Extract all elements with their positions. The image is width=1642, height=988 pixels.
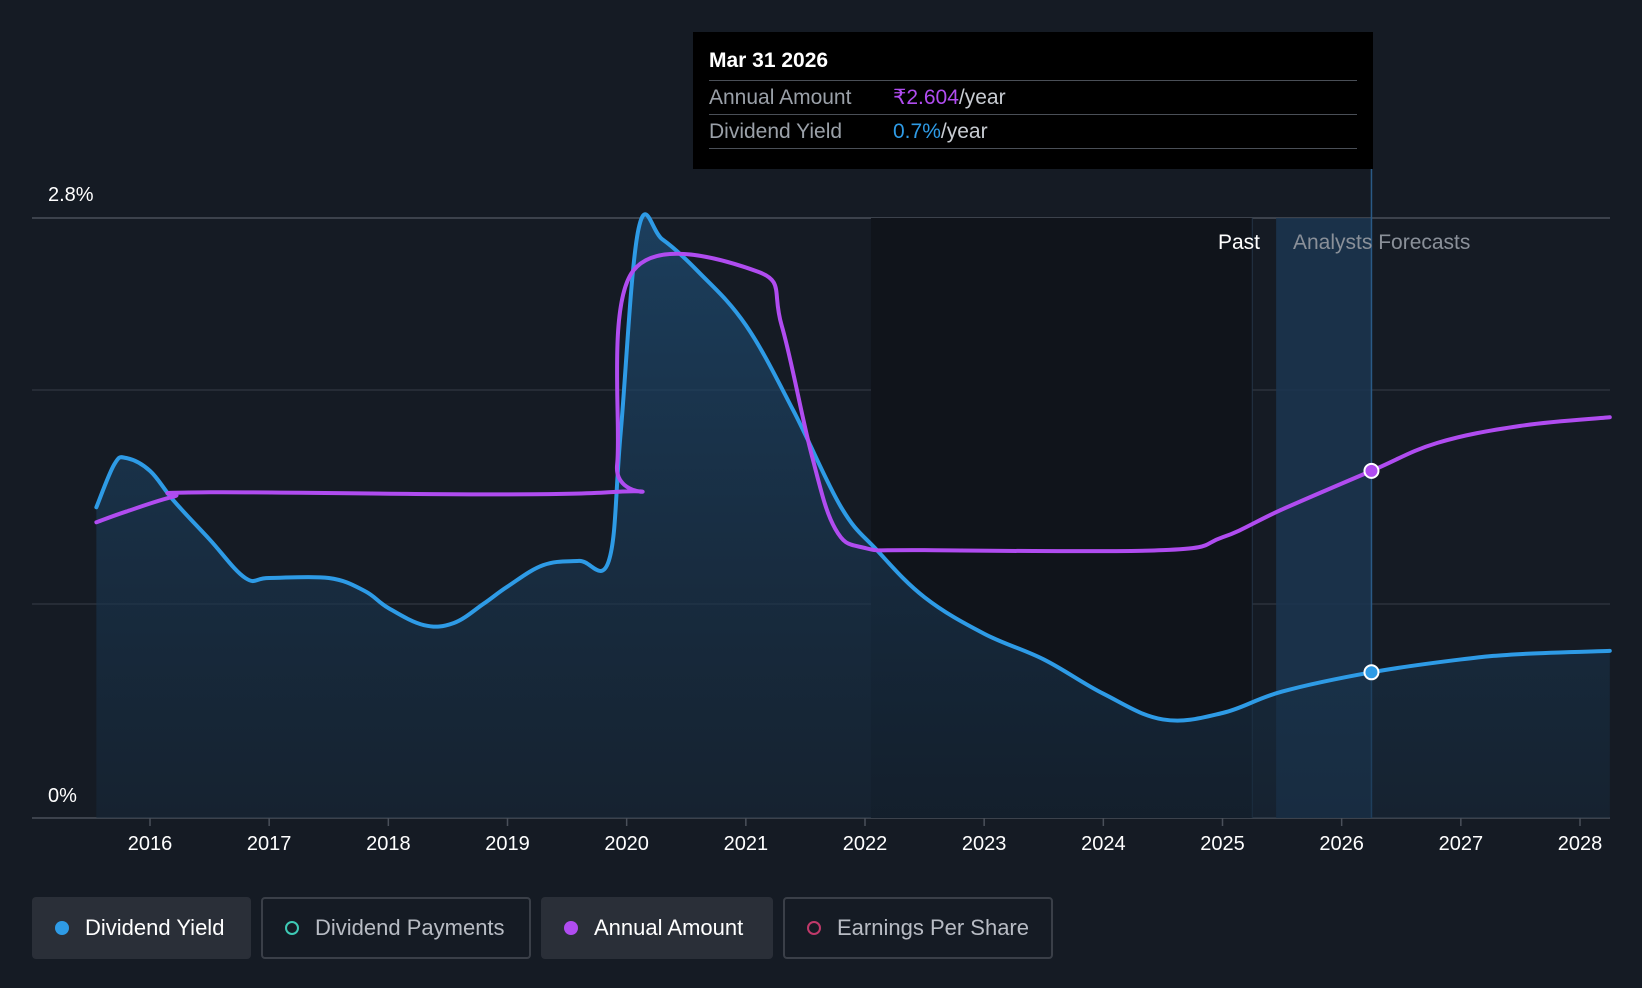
legend-label: Dividend Yield xyxy=(85,915,225,940)
annual-amount-line xyxy=(94,251,1612,554)
x-tick-label: 2023 xyxy=(962,833,1007,855)
chart-legend: Dividend Yield Dividend Payments Annual … xyxy=(32,897,1053,959)
past-region-label: Past xyxy=(1218,231,1260,254)
x-tick-label: 2027 xyxy=(1439,833,1484,855)
tooltip-row-annual-amount: Annual Amount ₹2.604 /year xyxy=(709,80,1357,114)
x-tick-label: 2022 xyxy=(843,833,888,855)
x-tick-label: 2016 xyxy=(128,833,173,855)
filled-circle-icon xyxy=(55,921,69,935)
legend-earnings-per-share-button[interactable]: Earnings Per Share xyxy=(783,897,1053,959)
area-layer xyxy=(96,214,1610,819)
tooltip-unit: /year xyxy=(958,86,1006,109)
annual-amount-marker xyxy=(1363,462,1380,479)
legend-label: Annual Amount xyxy=(594,915,744,940)
line-layer xyxy=(94,212,1612,723)
chart-tooltip: Mar 31 2026 Annual Amount ₹2.604 /year D… xyxy=(693,32,1373,169)
tooltip-date: Mar 31 2026 xyxy=(709,49,829,72)
x-tick-label: 2019 xyxy=(485,833,530,855)
x-tick-label: 2026 xyxy=(1319,833,1364,855)
tooltip-label: Dividend Yield xyxy=(709,120,843,143)
dividend-yield-line xyxy=(94,212,1612,723)
legend-label: Earnings Per Share xyxy=(837,915,1029,940)
y-tick-label-bottom: 0% xyxy=(48,785,77,807)
x-tick-label: 2018 xyxy=(366,833,411,855)
x-tick-label: 2024 xyxy=(1081,833,1126,855)
y-tick-label-top: 2.8% xyxy=(48,184,94,206)
x-tick-label: 2020 xyxy=(604,833,649,855)
forecast-region-label: Analysts Forecasts xyxy=(1293,231,1470,254)
tooltip-value: ₹2.604 xyxy=(893,86,959,109)
legend-dividend-yield-button[interactable]: Dividend Yield xyxy=(32,897,251,959)
hollow-circle-icon xyxy=(807,921,821,935)
x-tick-label: 2017 xyxy=(247,833,292,855)
tooltip-label: Annual Amount xyxy=(709,86,852,109)
tooltip-row-dividend-yield: Dividend Yield 0.7% /year xyxy=(709,114,1357,149)
x-tick-label: 2028 xyxy=(1558,833,1603,855)
legend-annual-amount-button[interactable]: Annual Amount xyxy=(541,897,773,959)
x-tick-label: 2025 xyxy=(1200,833,1245,855)
x-tick-label: 2021 xyxy=(724,833,769,855)
hollow-circle-icon xyxy=(285,921,299,935)
dividend-yield-area xyxy=(96,214,1610,819)
tooltip-unit: /year xyxy=(940,120,988,143)
tick-layer: 2016 2017 2018 2019 2020 2021 2022 2023 2024 2025… xyxy=(128,818,1603,855)
tooltip-value: 0.7% xyxy=(893,120,941,143)
filled-circle-icon xyxy=(564,921,578,935)
legend-dividend-payments-button[interactable]: Dividend Payments xyxy=(261,897,531,959)
dividend-yield-marker xyxy=(1363,664,1380,681)
legend-label: Dividend Payments xyxy=(315,915,505,940)
